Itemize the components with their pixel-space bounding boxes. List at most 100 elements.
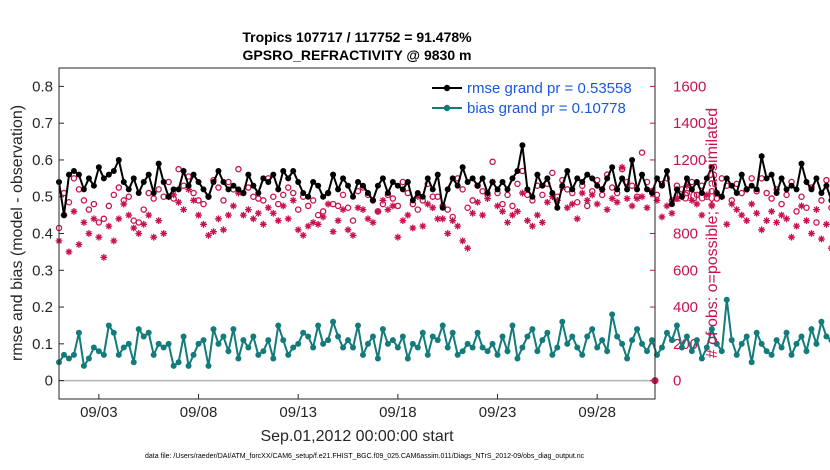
bias-point [80, 362, 87, 369]
bias-point [150, 351, 157, 358]
assimilated-obs-point [324, 200, 332, 208]
bias-point [335, 333, 342, 340]
assimilated-obs-point [618, 163, 626, 171]
assimilated-obs-point [813, 206, 820, 213]
possible-obs-point [514, 180, 521, 188]
assimilated-obs-point [65, 248, 73, 256]
assimilated-obs-point [553, 197, 561, 204]
bias-point [424, 351, 431, 358]
bias-point [644, 348, 651, 355]
bias-point [584, 333, 591, 340]
bias-point [733, 351, 740, 358]
possible-obs-point [758, 175, 765, 182]
assimilated-obs-point [190, 197, 197, 204]
rmse-point [619, 175, 626, 182]
bias-point [175, 359, 182, 366]
assimilated-obs-point [289, 197, 297, 204]
bias-point [484, 348, 491, 355]
bias-point [489, 340, 496, 347]
possible-obs-point [289, 189, 297, 197]
bias-point [414, 344, 421, 351]
assimilated-obs-point [374, 208, 382, 215]
y-tick-label: 0.5 [32, 189, 53, 206]
rmse-point [723, 175, 730, 182]
assimilated-obs-point [170, 191, 178, 199]
rmse-point [90, 182, 97, 189]
assimilated-obs-point [150, 233, 158, 241]
rmse-point [155, 160, 162, 167]
bias-point [354, 322, 361, 329]
bias-point [185, 362, 192, 369]
bias-point [609, 311, 616, 318]
assimilated-obs-point [100, 254, 108, 261]
bias-point [693, 337, 700, 344]
rmse-point [454, 182, 461, 189]
y2-tick-label: 1200 [673, 152, 706, 169]
assimilated-obs-point [394, 233, 402, 241]
possible-obs-point [823, 176, 830, 184]
rmse-point [290, 167, 297, 174]
rmse-point [683, 175, 690, 182]
assimilated-obs-point [279, 202, 287, 210]
assimilated-obs-point [768, 208, 776, 215]
bias-point [668, 337, 675, 344]
possible-obs-point [125, 193, 133, 200]
assimilated-obs-point [444, 230, 452, 237]
assimilated-obs-point [379, 197, 387, 204]
bias-point [524, 333, 531, 340]
rmse-point [793, 186, 800, 193]
rmse-point [599, 186, 606, 193]
bias-point [763, 348, 770, 355]
assimilated-obs-point [85, 230, 93, 237]
bias-point [190, 351, 197, 358]
bias-point [768, 351, 775, 358]
bias-point [419, 329, 426, 336]
assimilated-obs-point [593, 200, 601, 208]
assimilated-obs-point [753, 209, 761, 217]
footnote-data-file: data file: /Users/raeder/DAI/ATM_forcXX/… [145, 453, 585, 460]
y2-tick-label: 600 [673, 262, 698, 279]
y-tick-label: 0.8 [32, 78, 53, 95]
bias-point [703, 344, 710, 351]
rmse-point [220, 179, 227, 186]
bias-point [220, 333, 227, 340]
legend-rmse-marker [443, 84, 451, 92]
rmse-point [514, 167, 521, 174]
rmse-point [170, 186, 177, 193]
y-tick-label: 0 [45, 373, 53, 390]
assimilated-obs-point [414, 193, 422, 201]
assimilated-obs-point [658, 213, 666, 221]
possible-obs-point [279, 191, 287, 199]
bias-point [160, 344, 167, 351]
rmse-point [115, 156, 122, 163]
rmse-point [713, 190, 720, 197]
rmse-point [200, 186, 207, 193]
bias-point [210, 326, 217, 333]
rmse-point [803, 179, 810, 186]
rmse-point [544, 175, 551, 182]
assimilated-obs-point [424, 200, 432, 208]
rmse-point [325, 190, 332, 197]
assimilated-obs-point [449, 217, 457, 225]
assimilated-obs-point [200, 220, 207, 228]
bias-point [773, 337, 780, 344]
rmse-point [414, 190, 421, 197]
rmse-point [424, 175, 431, 182]
bias-point [95, 348, 102, 355]
rmse-point [275, 186, 282, 193]
bias-point [100, 351, 107, 358]
rmse-point [768, 171, 775, 178]
assimilated-obs-point [90, 215, 98, 223]
rmse-point [315, 182, 322, 189]
rmse-point [340, 175, 347, 182]
possible-obs-point [693, 191, 701, 199]
bias-point [270, 355, 277, 362]
assimilated-obs-point [334, 217, 342, 225]
assimilated-obs-point [384, 206, 392, 213]
assimilated-obs-point [314, 220, 322, 228]
assimilated-obs-point [115, 215, 123, 223]
y2-tick-label: 800 [673, 226, 698, 243]
possible-obs-point [294, 206, 302, 213]
bias-point [579, 351, 586, 358]
